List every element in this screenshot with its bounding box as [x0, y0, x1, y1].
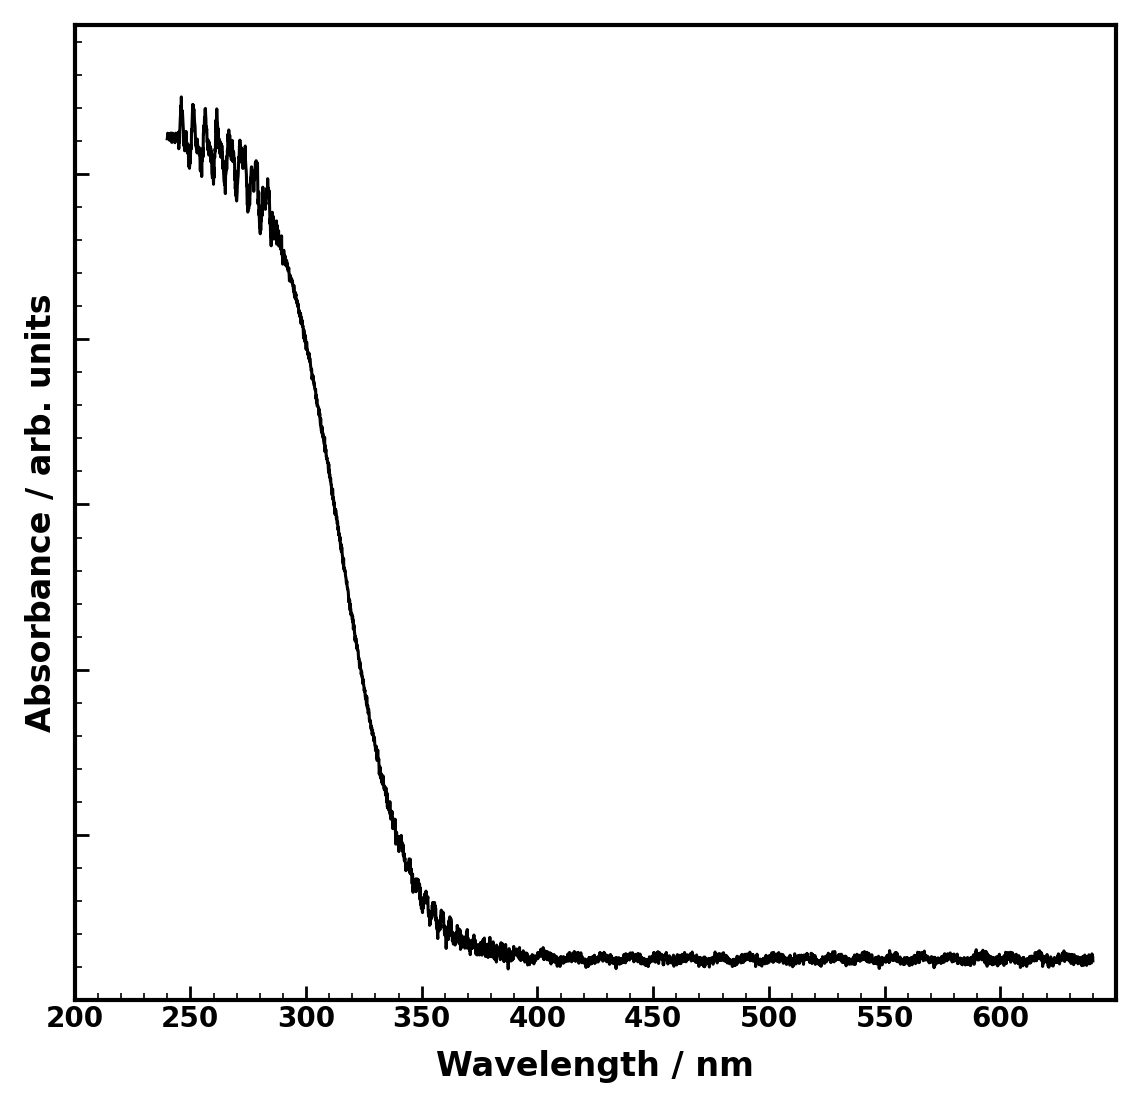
X-axis label: Wavelength / nm: Wavelength / nm — [436, 1050, 754, 1083]
Y-axis label: Absorbance / arb. units: Absorbance / arb. units — [25, 294, 58, 732]
